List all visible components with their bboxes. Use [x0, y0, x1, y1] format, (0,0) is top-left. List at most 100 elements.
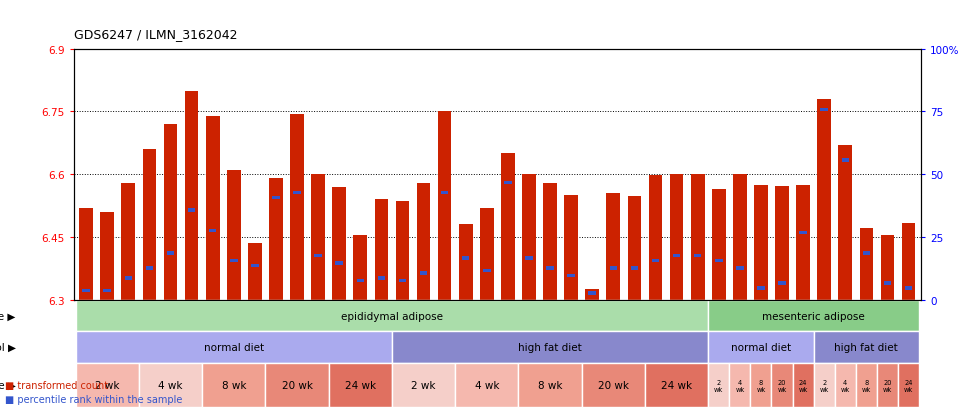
- Bar: [645, 363, 709, 407]
- Bar: [736, 266, 744, 270]
- Bar: [835, 363, 856, 407]
- Bar: [142, 150, 156, 300]
- Bar: [820, 109, 828, 112]
- Bar: [898, 363, 919, 407]
- Bar: [800, 232, 807, 235]
- Bar: [270, 179, 283, 300]
- Bar: [75, 363, 139, 407]
- Bar: [691, 175, 705, 300]
- Bar: [293, 192, 301, 195]
- Bar: [813, 363, 835, 407]
- Bar: [884, 282, 891, 285]
- Text: 8 wk: 8 wk: [538, 380, 563, 390]
- Bar: [797, 185, 809, 300]
- Bar: [459, 225, 472, 300]
- Bar: [104, 289, 111, 292]
- Bar: [775, 186, 789, 300]
- Bar: [694, 254, 702, 257]
- Bar: [758, 287, 764, 290]
- Text: tissue ▶: tissue ▶: [0, 311, 16, 321]
- Text: ■ percentile rank within the sample: ■ percentile rank within the sample: [5, 394, 182, 404]
- Bar: [564, 196, 578, 300]
- Bar: [543, 183, 557, 300]
- Bar: [416, 183, 430, 300]
- Bar: [733, 175, 747, 300]
- Bar: [100, 212, 114, 300]
- Text: 4
wk: 4 wk: [841, 379, 850, 392]
- Bar: [164, 125, 177, 300]
- Bar: [793, 363, 813, 407]
- Text: 2
wk: 2 wk: [714, 379, 723, 392]
- Bar: [518, 363, 582, 407]
- Bar: [272, 197, 279, 200]
- Bar: [312, 175, 325, 300]
- Bar: [392, 363, 455, 407]
- Bar: [729, 363, 751, 407]
- Bar: [332, 187, 346, 300]
- Bar: [627, 197, 641, 300]
- Bar: [315, 254, 321, 257]
- Bar: [146, 266, 153, 270]
- Bar: [582, 363, 645, 407]
- Bar: [501, 154, 514, 300]
- Bar: [124, 277, 132, 280]
- Text: GDS6247 / ILMN_3162042: GDS6247 / ILMN_3162042: [74, 28, 237, 41]
- Bar: [504, 181, 512, 185]
- Text: 24 wk: 24 wk: [345, 380, 376, 390]
- Bar: [419, 272, 427, 275]
- Bar: [902, 223, 915, 300]
- Bar: [374, 200, 388, 300]
- Bar: [122, 183, 135, 300]
- Bar: [328, 363, 392, 407]
- Text: 8
wk: 8 wk: [757, 379, 765, 392]
- Bar: [585, 290, 599, 300]
- Bar: [227, 171, 241, 300]
- Bar: [839, 145, 853, 300]
- Bar: [754, 185, 767, 300]
- Text: ■ transformed count: ■ transformed count: [5, 380, 108, 390]
- Text: 20
wk: 20 wk: [777, 379, 787, 392]
- Bar: [817, 100, 831, 300]
- Bar: [139, 363, 202, 407]
- Bar: [399, 279, 407, 282]
- Bar: [185, 91, 198, 300]
- Text: 24 wk: 24 wk: [662, 380, 692, 390]
- Text: 2 wk: 2 wk: [95, 380, 120, 390]
- Bar: [709, 332, 813, 363]
- Text: 24
wk: 24 wk: [799, 379, 808, 392]
- Bar: [525, 256, 533, 260]
- Bar: [709, 300, 919, 332]
- Bar: [859, 228, 873, 300]
- Text: 2
wk: 2 wk: [819, 379, 829, 392]
- Bar: [751, 363, 771, 407]
- Bar: [82, 289, 90, 292]
- Text: 4
wk: 4 wk: [735, 379, 745, 392]
- Bar: [377, 277, 385, 280]
- Text: normal diet: normal diet: [731, 342, 791, 353]
- Bar: [673, 254, 680, 257]
- Bar: [588, 292, 596, 295]
- Bar: [771, 363, 793, 407]
- Text: time ▶: time ▶: [0, 380, 16, 390]
- Bar: [188, 209, 195, 212]
- Bar: [669, 175, 683, 300]
- Text: mesenteric adipose: mesenteric adipose: [762, 311, 865, 321]
- Bar: [354, 235, 368, 300]
- Bar: [455, 363, 518, 407]
- Text: protocol ▶: protocol ▶: [0, 342, 16, 353]
- Bar: [715, 259, 722, 262]
- Bar: [546, 266, 554, 270]
- Bar: [522, 175, 536, 300]
- Text: 20
wk: 20 wk: [883, 379, 892, 392]
- Bar: [202, 363, 266, 407]
- Bar: [438, 112, 452, 300]
- Bar: [905, 287, 912, 290]
- Bar: [607, 194, 620, 300]
- Text: 20 wk: 20 wk: [281, 380, 313, 390]
- Bar: [567, 274, 575, 278]
- Bar: [396, 202, 410, 300]
- Text: 2 wk: 2 wk: [412, 380, 436, 390]
- Bar: [209, 229, 217, 233]
- Bar: [483, 269, 491, 273]
- Text: 8
wk: 8 wk: [861, 379, 871, 392]
